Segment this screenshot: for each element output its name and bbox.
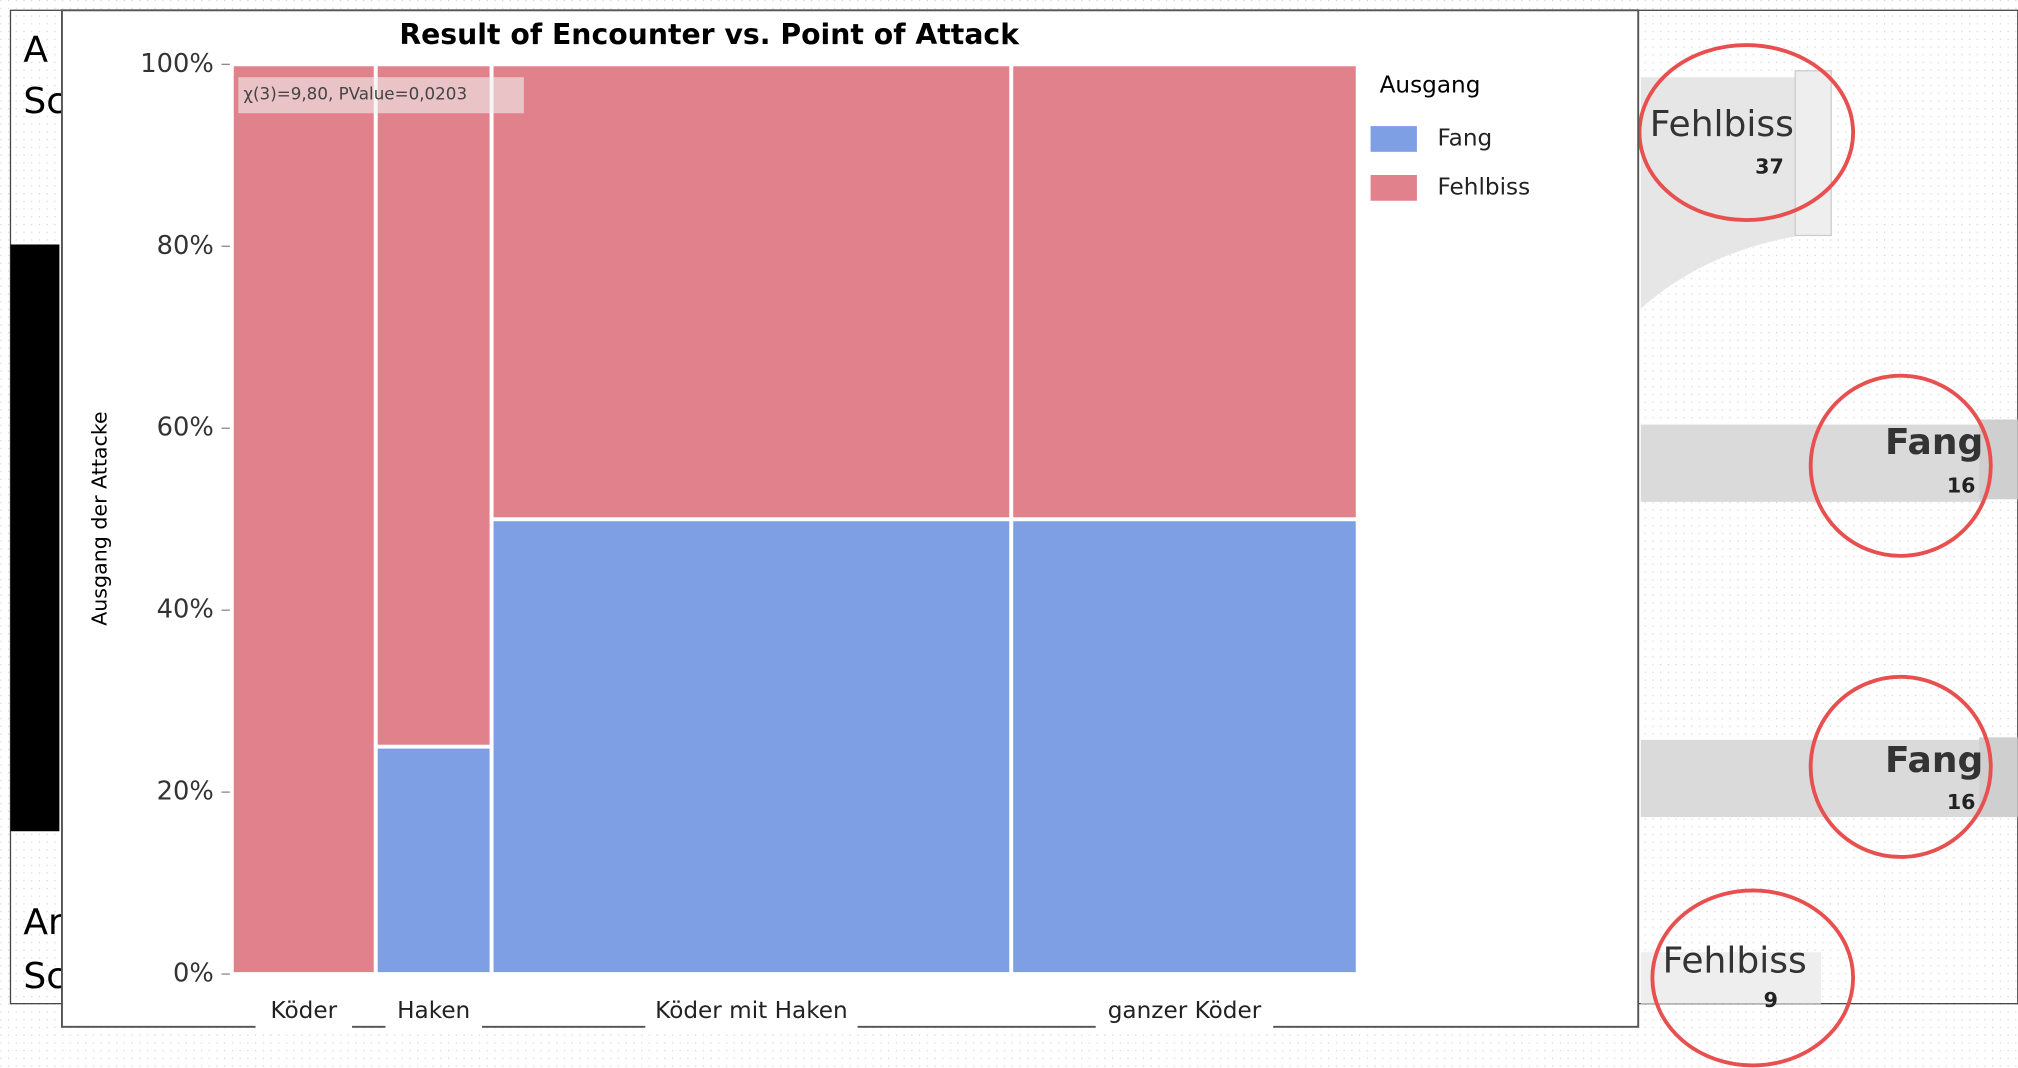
flow-band <box>1640 952 1821 1004</box>
x-tick-label: Köder <box>270 998 337 1024</box>
legend-label: Fehlbiss <box>1437 174 1530 200</box>
slide-text: Sc <box>23 81 66 122</box>
highlight-circle <box>1808 674 1993 859</box>
x-tick-label: ganzer Köder <box>1108 998 1262 1024</box>
slide-text: Ar <box>23 902 63 943</box>
y-tick-label: 60% <box>157 413 214 443</box>
flow-label: Fehlbiss <box>1663 940 1807 981</box>
legend-title: Ausgang <box>1380 73 1481 99</box>
slide-image <box>10 244 60 832</box>
x-tick-label: Haken <box>397 998 470 1024</box>
chart-title: Result of Encounter vs. Point of Attack <box>399 18 1020 51</box>
mosaic-cell <box>489 517 1014 976</box>
flow-node <box>1794 70 1832 237</box>
mosaic-cell <box>489 62 1014 522</box>
y-tick-label: 20% <box>157 777 214 807</box>
x-tick-label: Köder mit Haken <box>655 998 848 1024</box>
plot: 0% 20% 40% 60% 80% 100% Köder Haken Köder mit Ha… <box>140 49 1530 1032</box>
x-label-box <box>255 990 353 1032</box>
slide-text: Sc <box>23 956 66 997</box>
slide-text: A <box>23 29 48 70</box>
flow-label: Fang <box>1885 740 1983 781</box>
flow-count: 16 <box>1947 790 1976 814</box>
mosaic-cell <box>373 62 494 749</box>
y-axis-label: Ausgang der Attacke <box>88 411 112 626</box>
flow-band <box>1640 77 1828 309</box>
legend-swatch <box>1370 174 1417 201</box>
slide-texts: A Sc Ar Sc Fehlbiss 37 Fang 16 Fang 16 Fehlbiss 9 <box>23 29 1993 1068</box>
x-label-box <box>645 990 858 1032</box>
flow-count: 9 <box>1764 988 1778 1012</box>
flow-label: Fehlbiss <box>1650 104 1794 145</box>
mosaic-cell <box>373 744 494 976</box>
legend-swatch <box>1370 126 1417 152</box>
mosaic-cell <box>1009 62 1360 522</box>
legend-label: Fang <box>1437 125 1492 151</box>
y-tick-label: 0% <box>173 959 214 989</box>
flow-node <box>1979 737 2018 818</box>
x-label-box <box>385 990 482 1032</box>
annotation-box <box>238 77 524 114</box>
mosaic-cell <box>1009 517 1360 976</box>
flow-label: Fang <box>1885 422 1983 463</box>
highlight-circle <box>1808 373 1993 558</box>
y-tick-label: 100% <box>140 49 214 79</box>
flow-count: 37 <box>1755 154 1784 178</box>
y-tick-label: 40% <box>157 595 214 625</box>
highlight-circle <box>1650 888 1856 1068</box>
annotation: χ(3)=9,80, PValue=0,0203 <box>243 84 467 104</box>
y-tick-label: 80% <box>157 231 214 261</box>
highlight-circle <box>1637 43 1856 222</box>
x-label-box <box>1095 990 1274 1032</box>
flow-count: 16 <box>1947 473 1976 497</box>
mosaic-cell <box>229 62 378 976</box>
